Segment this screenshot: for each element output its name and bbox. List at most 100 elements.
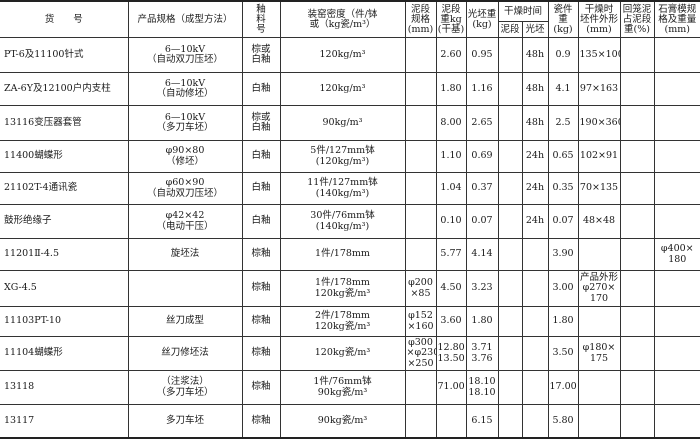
table-cell xyxy=(497,140,523,173)
table-row: 13118 （注浆法） （多刀车坯） 棕釉 1件/76mm钵 90kg瓷/m³ 71.0… xyxy=(0,370,700,405)
table-cell: 11201Ⅱ-4.5 xyxy=(0,238,129,271)
table-cell: 5.77 xyxy=(435,238,467,271)
table-cell xyxy=(653,37,700,73)
table-cell xyxy=(127,270,243,307)
table-cell xyxy=(619,306,655,337)
table-cell xyxy=(404,172,437,205)
table-cell: 0.95 xyxy=(465,37,499,73)
header-blank-weight: 光坯重 (kg) xyxy=(465,1,499,38)
table-cell: 24h xyxy=(521,140,549,173)
table-cell: 190×360 xyxy=(577,105,621,141)
table-cell: 24h xyxy=(521,172,549,205)
table-cell xyxy=(619,370,655,405)
table-cell xyxy=(404,370,437,405)
table-cell: 17.00 xyxy=(547,370,579,405)
table-cell: φ200 ×85 xyxy=(404,270,437,307)
table-cell: φ60×90 （自动双刀压坯） xyxy=(127,172,243,205)
table-cell xyxy=(521,370,549,405)
table-cell xyxy=(497,270,523,307)
table-cell xyxy=(619,204,655,239)
table-cell xyxy=(497,204,523,239)
table-cell: PT-6及11100针式 xyxy=(0,37,129,73)
table-cell: 4.50 xyxy=(435,270,467,307)
table-cell: 1.10 xyxy=(435,140,467,173)
table-row: XG-4.5 棕釉 1件/178mm 120kg瓷/m³ φ200 ×85 4.50 3.… xyxy=(0,270,700,307)
table-cell: 11件/127mm钵 (140kg/m³) xyxy=(279,172,406,205)
table-cell: 2.65 xyxy=(465,105,499,141)
header-slug-spec: 泥段 规格 (mm) xyxy=(404,1,437,38)
table-row: 13116变压器套管 6—10kV （多刀车坯） 棕或 白釉 90kg/m³ 8.00 2… xyxy=(0,105,700,141)
table-cell: 0.07 xyxy=(547,204,579,239)
table-cell: 0.10 xyxy=(435,204,467,239)
table-cell: 丝刀成型 xyxy=(127,306,243,337)
table-cell: 棕釉 xyxy=(241,306,281,337)
table-cell: φ400× 180 xyxy=(653,238,700,271)
table-cell: 90kg/m³ xyxy=(279,105,406,141)
table-row: ZA-6Y及12100户内支柱 6—10kV （自动修坯） 白釉 120kg/m³ 1.… xyxy=(0,72,700,106)
header-drying-time: 干燥时间 xyxy=(497,1,549,22)
table-cell: 1.16 xyxy=(465,72,499,106)
table-cell: 3.50 xyxy=(547,336,579,371)
table-cell: 6—10kV （自动双刀压坯） xyxy=(127,37,243,73)
table-cell: 旋坯法 xyxy=(127,238,243,271)
table-cell: φ300 ×φ230 ×250 xyxy=(404,336,437,371)
table-cell: 12.80 13.50 xyxy=(435,336,467,371)
table-row: 鼓形绝缘子 φ42×42 （电动干压） 白釉 30件/76mm钵 (140kg/m³)… xyxy=(0,204,700,239)
table-cell: 1.80 xyxy=(435,72,467,106)
table-cell xyxy=(404,140,437,173)
table-row: 13117 多刀车坯 棕釉 90kg瓷/m³ 6.15 5.80 xyxy=(0,404,700,438)
table-cell xyxy=(619,140,655,173)
table-cell xyxy=(577,238,621,271)
table-cell: 白釉 xyxy=(241,204,281,239)
table-cell xyxy=(577,306,621,337)
table-cell: 多刀车坯 xyxy=(127,404,243,438)
table-cell: ZA-6Y及12100户内支柱 xyxy=(0,72,129,106)
table-cell: 13118 xyxy=(0,370,129,405)
table-cell: 1件/178mm xyxy=(279,238,406,271)
table-cell xyxy=(521,306,549,337)
table-cell xyxy=(497,105,523,141)
table-cell: 70×135 xyxy=(577,172,621,205)
table-cell: 30件/76mm钵 (140kg/m³) xyxy=(279,204,406,239)
table-cell: 6—10kV （多刀车坯） xyxy=(127,105,243,141)
table-cell xyxy=(619,105,655,141)
table-cell xyxy=(497,404,523,438)
header-porcelain-weight: 瓷件重 (kg) xyxy=(547,1,579,38)
table-cell xyxy=(497,37,523,73)
header-kiln-density: 装窑密度（件/钵 或（kg瓷/m³） xyxy=(279,1,406,38)
table-cell: 棕釉 xyxy=(241,336,281,371)
table-cell: 3.00 xyxy=(547,270,579,307)
header-drying-blank: 光坯 xyxy=(521,21,549,38)
table-cell: 1.80 xyxy=(465,306,499,337)
table-cell: φ90×80 （修坯） xyxy=(127,140,243,173)
table-cell xyxy=(497,306,523,337)
header-product-code: 货 号 xyxy=(0,1,129,38)
table-cell: 2件/178mm 120kg瓷/m³ xyxy=(279,306,406,337)
table-cell xyxy=(619,404,655,438)
table-cell: 11400蝴蝶形 xyxy=(0,140,129,173)
table-cell: 13116变压器套管 xyxy=(0,105,129,141)
table-cell: 71.00 xyxy=(435,370,467,405)
table-cell xyxy=(497,72,523,106)
table-row: 21102T-4通讯瓷 φ60×90 （自动双刀压坯） 白釉 11件/127mm钵 (… xyxy=(0,172,700,205)
table-cell: 白釉 xyxy=(241,140,281,173)
table-cell: 48h xyxy=(521,105,549,141)
table-cell: 白釉 xyxy=(241,172,281,205)
table-body: PT-6及11100针式 6—10kV （自动双刀压坯） 棕或 白釉 120kg/m³… xyxy=(0,37,700,438)
table-cell xyxy=(404,238,437,271)
table-cell: 13117 xyxy=(0,404,129,438)
header-drying-slug: 泥段 xyxy=(498,21,523,38)
table-cell: 3.71 3.76 xyxy=(465,336,499,371)
table-cell xyxy=(404,37,437,73)
table-cell xyxy=(497,336,523,371)
table-cell: 2.5 xyxy=(547,105,579,141)
table-cell xyxy=(619,172,655,205)
table-cell xyxy=(404,204,437,239)
table-cell: φ42×42 （电动干压） xyxy=(127,204,243,239)
table-cell: 3.60 xyxy=(435,306,467,337)
table-row: 11104蝴蝶形 丝刀修坯法 棕釉 120kg瓷/m³ φ300 ×φ230 ×250 1… xyxy=(0,336,700,371)
table-cell: 6—10kV （自动修坯） xyxy=(127,72,243,106)
table-cell: 11104蝴蝶形 xyxy=(0,336,129,371)
table-cell: 0.37 xyxy=(465,172,499,205)
table-cell: 102×91 xyxy=(577,140,621,173)
